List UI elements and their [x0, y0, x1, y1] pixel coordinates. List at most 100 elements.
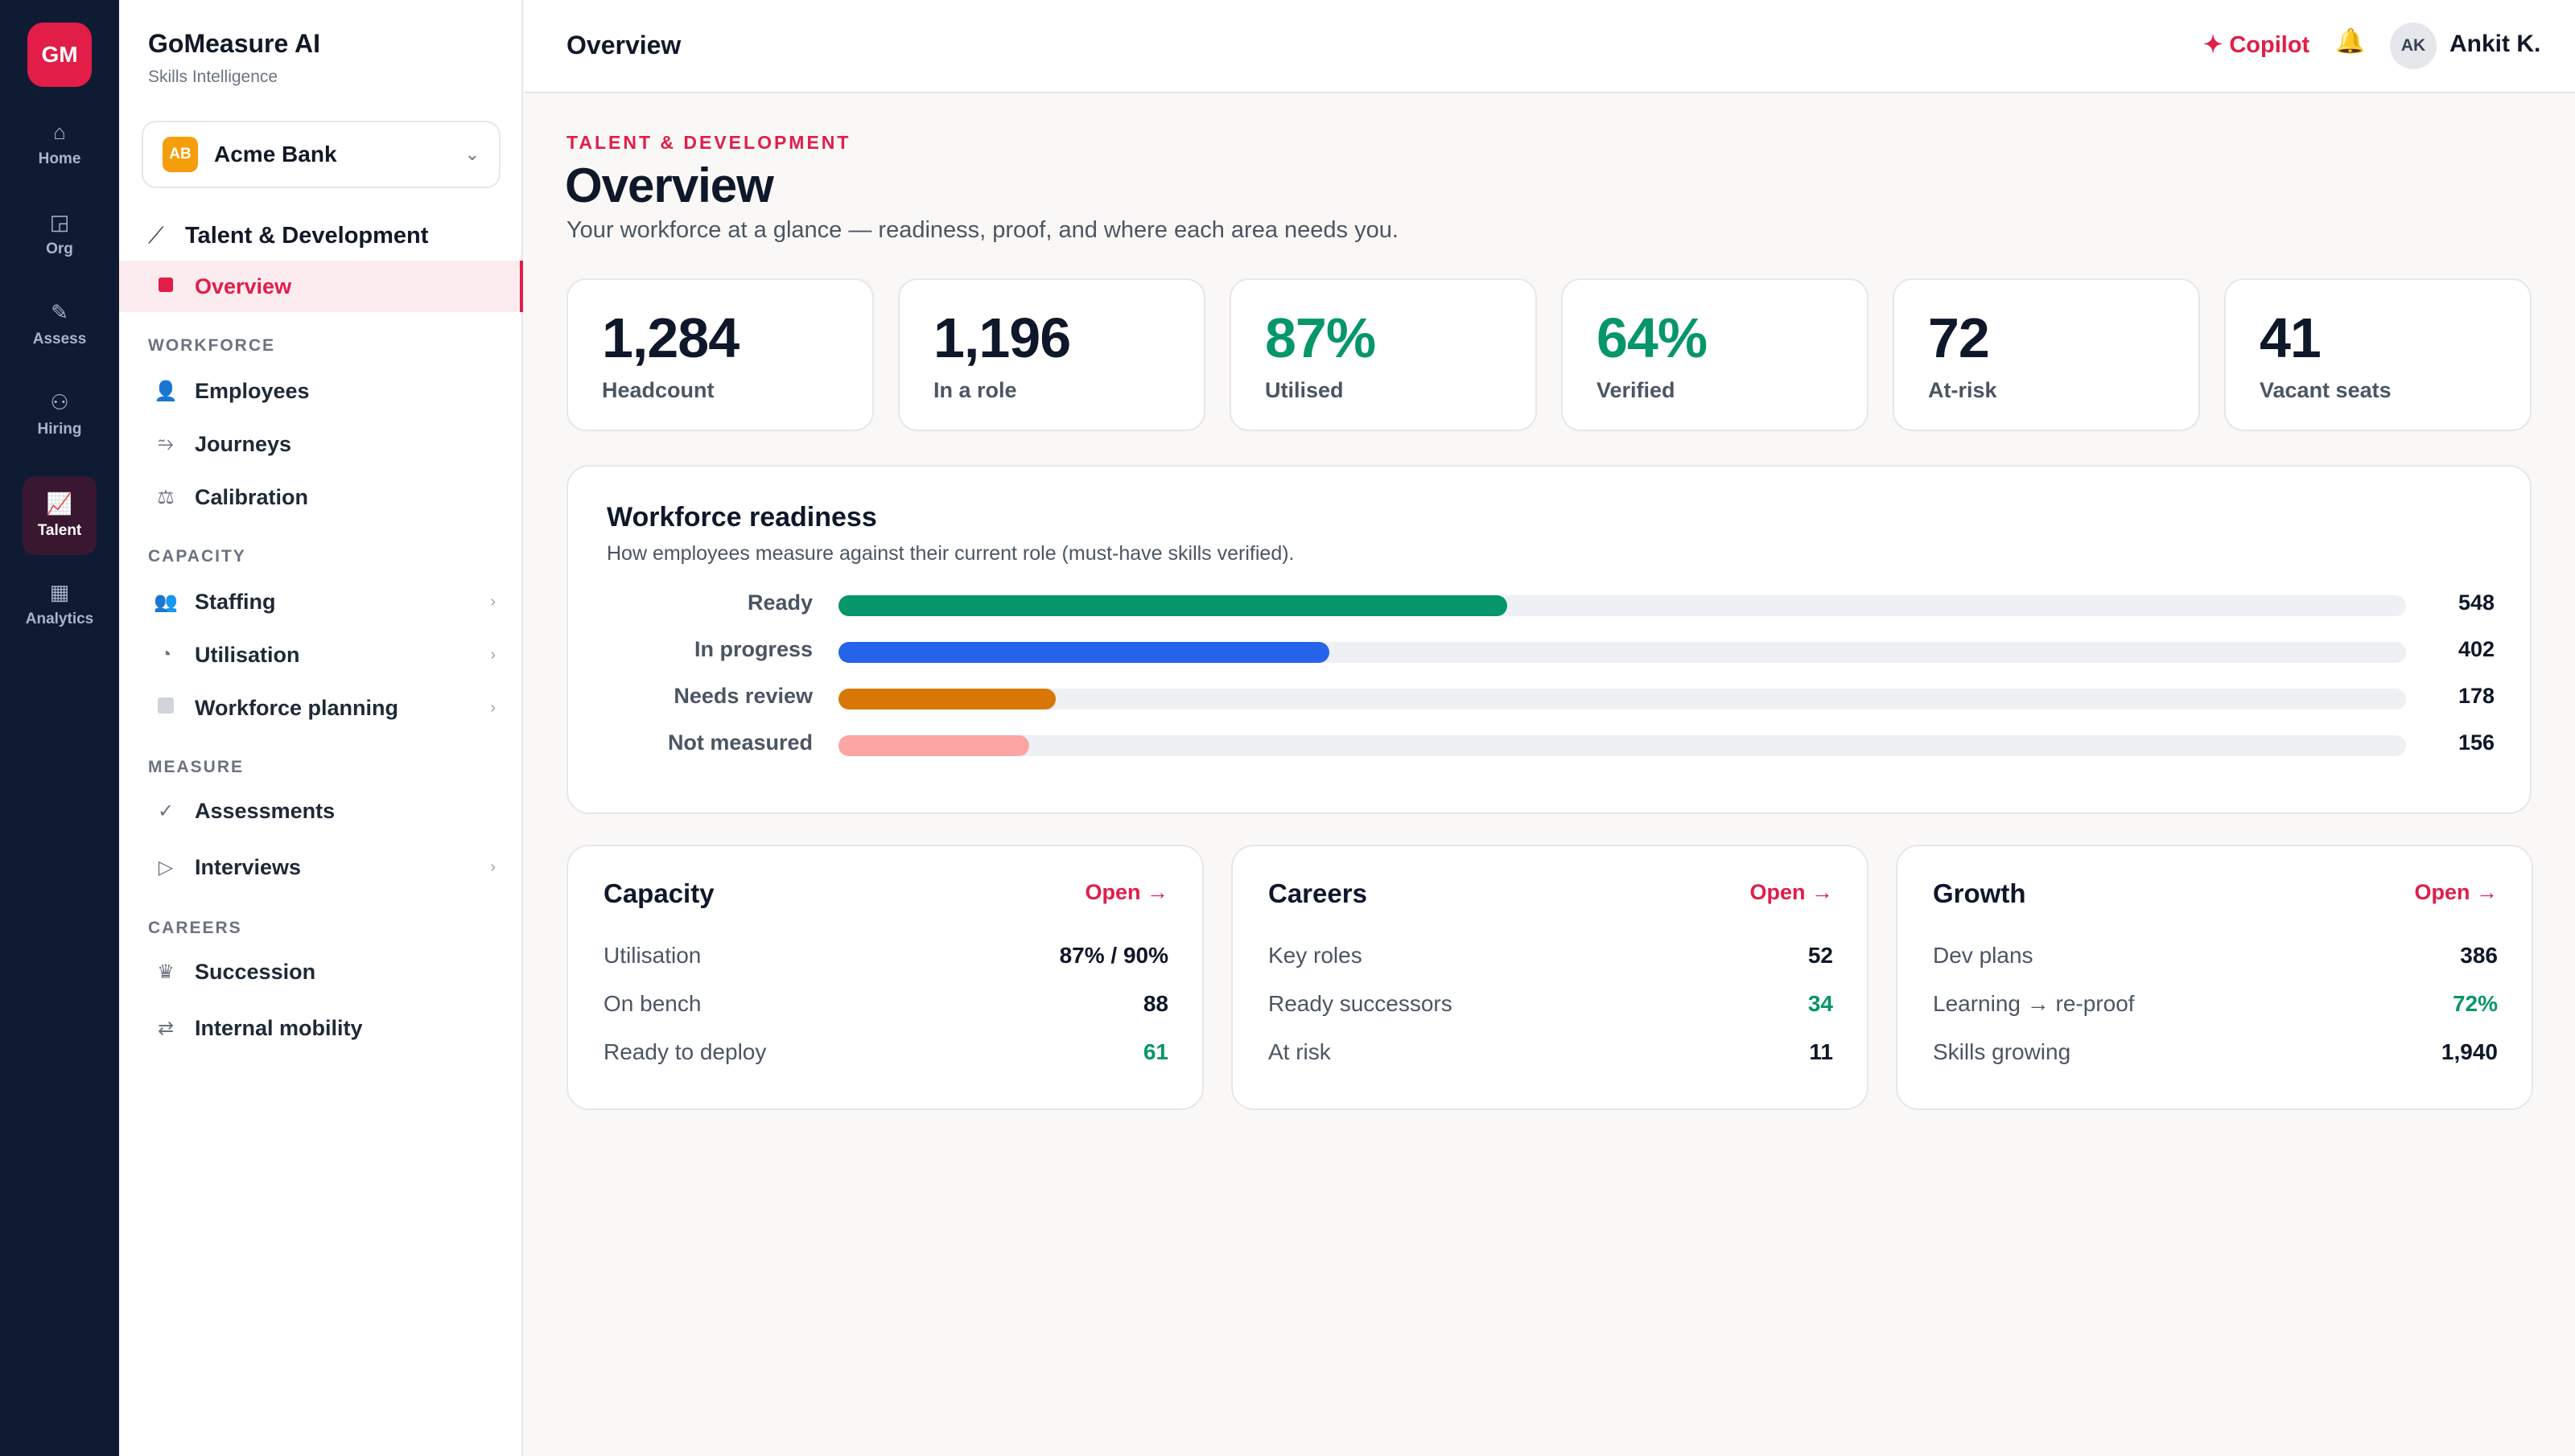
sidebar-item-interviews[interactable]: ▷ Interviews ›: [119, 841, 523, 893]
people-icon: 👥: [154, 590, 178, 613]
kpi-card-vacant-seats[interactable]: 41 Vacant seats: [2224, 278, 2532, 431]
swap-icon: ⇄: [157, 1017, 175, 1039]
rail-item-assess[interactable]: ✎ Assess: [23, 285, 97, 364]
sidebar-item-label: Calibration: [195, 484, 309, 509]
sidebar-item-label: Journeys: [195, 431, 292, 456]
bar-fill: [838, 689, 1057, 709]
metric-value: 1,940: [2441, 1039, 2498, 1064]
metric-label: Dev plans: [1933, 943, 2033, 968]
bar-value: 156: [2458, 730, 2495, 755]
rail-item-label: Org: [46, 241, 73, 257]
sidebar-item-overview[interactable]: Overview: [119, 261, 523, 312]
metric-label: Key roles: [1268, 943, 1362, 968]
chevron-right-icon: ›: [490, 645, 496, 664]
chevron-down-icon: ⌄: [464, 144, 480, 164]
metric-label: Skills growing: [1933, 1039, 2071, 1064]
sidebar-item-internal-mobility[interactable]: ⇄ Internal mobility: [119, 1002, 523, 1054]
kpi-value: 1,196: [933, 306, 1071, 369]
chevron-right-icon: ›: [490, 698, 496, 717]
nav-group-workforce: WORKFORCE: [148, 336, 275, 355]
bar-track: [838, 689, 2406, 709]
nav-section-talent-development[interactable]: ⟋ Talent & Development: [148, 216, 428, 256]
page-eyebrow: TALENT & DEVELOPMENT: [566, 132, 851, 153]
readiness-row-not-measured: Not measured 156: [568, 727, 2532, 759]
sidebar-item-label: Internal mobility: [195, 1015, 363, 1040]
sidebar-item-calibration[interactable]: ⚖ Calibration: [119, 471, 523, 523]
sidebar-item-employees[interactable]: 👤 Employees: [119, 365, 523, 417]
rail-item-home[interactable]: ⌂ Home: [23, 105, 97, 183]
bar-track: [838, 735, 2406, 756]
card-title: Growth: [1933, 878, 2026, 908]
sidebar-item-label: Workforce planning: [195, 695, 399, 720]
kpi-card-in-a-role[interactable]: 1,196 In a role: [898, 278, 1205, 431]
sidebar-item-label: Interviews: [195, 854, 302, 879]
copilot-button[interactable]: ✦ Copilot: [2203, 32, 2310, 58]
kpi-label: In a role: [933, 378, 1017, 402]
rail-item-talent[interactable]: 📈 Talent: [23, 476, 97, 555]
rail-item-label: Hiring: [37, 421, 82, 438]
org-name: Acme Bank: [214, 142, 337, 167]
nav-group-careers: CAREERS: [148, 919, 242, 937]
open-link[interactable]: Open →: [2414, 880, 2498, 904]
sidebar-item-label: Utilisation: [195, 642, 300, 667]
bar-track: [838, 642, 2406, 663]
kpi-value: 72: [1928, 306, 1990, 369]
kpi-value: 41: [2260, 306, 2322, 369]
kpi-value: 87%: [1265, 306, 1376, 369]
kpi-card-headcount[interactable]: 1,284 Headcount: [566, 278, 874, 431]
sidebar-item-utilisation[interactable]: ◔ Utilisation ›: [119, 629, 523, 681]
top-bar: Overview ✦ Copilot 🔔 AK Ankit K.: [525, 0, 2575, 93]
kpi-label: Verified: [1596, 378, 1675, 402]
open-link[interactable]: Open →: [1085, 880, 1168, 904]
metric-value: 88: [1143, 991, 1168, 1016]
org-switcher[interactable]: AB Acme Bank ⌄: [142, 121, 501, 188]
page-title: Overview: [565, 158, 774, 212]
sidebar-item-journeys[interactable]: ⥲ Journeys: [119, 418, 523, 470]
sidebar-item-staffing[interactable]: 👥 Staffing ›: [119, 576, 523, 627]
bar-label: Ready: [747, 590, 813, 615]
app-logo[interactable]: GM: [27, 23, 92, 87]
rail-item-org[interactable]: ◲ Org: [23, 195, 97, 274]
org-badge: AB: [163, 137, 198, 172]
sidebar-item-succession[interactable]: ♛ Succession: [119, 946, 523, 997]
user-name[interactable]: Ankit K.: [2449, 31, 2541, 57]
metric-row: Learning → re-proof 72%: [1933, 988, 2498, 1020]
metric-label: On bench: [604, 991, 702, 1016]
bar-value: 548: [2458, 590, 2495, 615]
check-icon: ✓: [157, 800, 175, 822]
metric-value: 11: [1809, 1039, 1833, 1064]
metric-label: Ready successors: [1268, 991, 1452, 1016]
avatar[interactable]: AK: [2390, 23, 2437, 69]
card-title: Careers: [1268, 878, 1367, 908]
kpi-label: At-risk: [1928, 378, 1997, 402]
page-subtitle: Your workforce at a glance — readiness, …: [566, 217, 1399, 243]
metric-value: 386: [2460, 943, 2498, 968]
bar-label: Needs review: [674, 684, 813, 708]
rail-item-analytics[interactable]: ▦ Analytics: [23, 565, 97, 644]
summary-card-careers: Careers Open → Key roles 52 Ready succes…: [1231, 845, 1868, 1110]
sidebar-item-assessments[interactable]: ✓ Assessments: [119, 785, 523, 837]
kpi-card-utilised[interactable]: 87% Utilised: [1230, 278, 1537, 431]
open-link[interactable]: Open →: [1749, 880, 1833, 904]
sidebar-item-workforce-planning[interactable]: Workforce planning ›: [119, 682, 523, 734]
metric-row: Skills growing 1,940: [1933, 1036, 2498, 1068]
readiness-row-ready: Ready 548: [568, 587, 2532, 619]
metric-row: On bench 88: [604, 988, 1168, 1020]
person-search-icon: ⚇: [50, 390, 69, 414]
bell-icon[interactable]: 🔔: [2335, 28, 2366, 55]
kpi-card-at-risk[interactable]: 72 At-risk: [1893, 278, 2200, 431]
metric-row: Dev plans 386: [1933, 940, 2498, 972]
rail-item-label: Home: [38, 150, 81, 167]
chevron-right-icon: ›: [490, 858, 496, 876]
metric-row: Ready to deploy 61: [604, 1036, 1168, 1068]
play-icon: ▷: [158, 856, 174, 878]
bar-track: [838, 595, 2406, 616]
kpi-label: Utilised: [1265, 378, 1344, 402]
rail-item-hiring[interactable]: ⚇ Hiring: [23, 375, 97, 454]
metric-value: 72%: [2452, 991, 2498, 1016]
bar-label: Not measured: [667, 730, 813, 755]
kpi-card-verified[interactable]: 64% Verified: [1561, 278, 1868, 431]
bar-fill: [838, 595, 1508, 616]
readiness-title: Workforce readiness: [607, 502, 877, 533]
sidebar: GoMeasure AI Skills Intelligence AB Acme…: [119, 0, 523, 1456]
